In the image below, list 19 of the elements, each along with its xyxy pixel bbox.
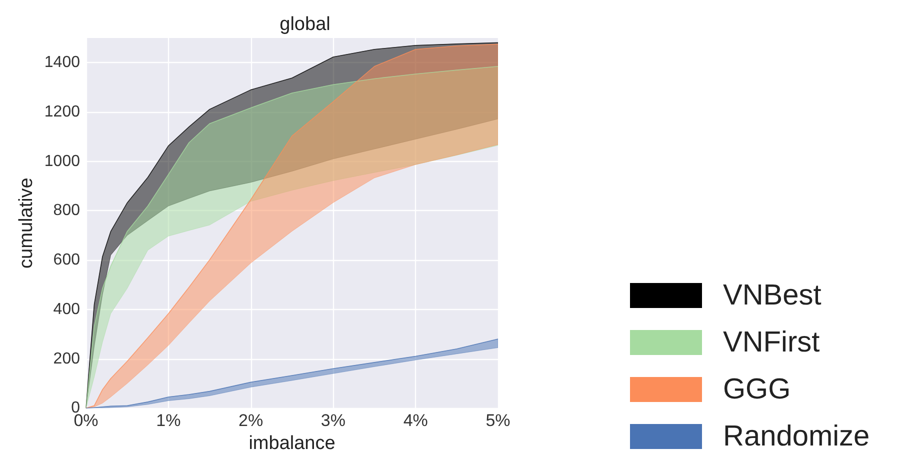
- y-tick-label: 1400: [44, 54, 80, 72]
- x-tick-label: 4%: [403, 411, 428, 430]
- legend-label: VNBest: [723, 280, 822, 312]
- legend-label: Randomize: [723, 420, 870, 452]
- x-tick-label: 5%: [486, 411, 510, 430]
- x-axis-title: imbalance: [248, 433, 336, 454]
- x-tick-label: 3%: [320, 411, 346, 430]
- legend-label: GGG: [723, 374, 791, 406]
- y-tick-label: 600: [53, 252, 80, 269]
- legend-label: VNFirst: [723, 326, 820, 358]
- y-tick-label: 200: [53, 350, 80, 368]
- chart-title: global: [280, 14, 330, 35]
- y-tick-label: 1000: [44, 152, 80, 170]
- x-tick-label: 2%: [238, 411, 264, 430]
- x-tick-label: 1%: [156, 411, 181, 430]
- y-tick-label: 400: [53, 300, 80, 318]
- y-tick-label: 800: [53, 202, 80, 220]
- y-axis-title: cumulative: [16, 178, 37, 268]
- y-tick-label: 1200: [44, 104, 80, 121]
